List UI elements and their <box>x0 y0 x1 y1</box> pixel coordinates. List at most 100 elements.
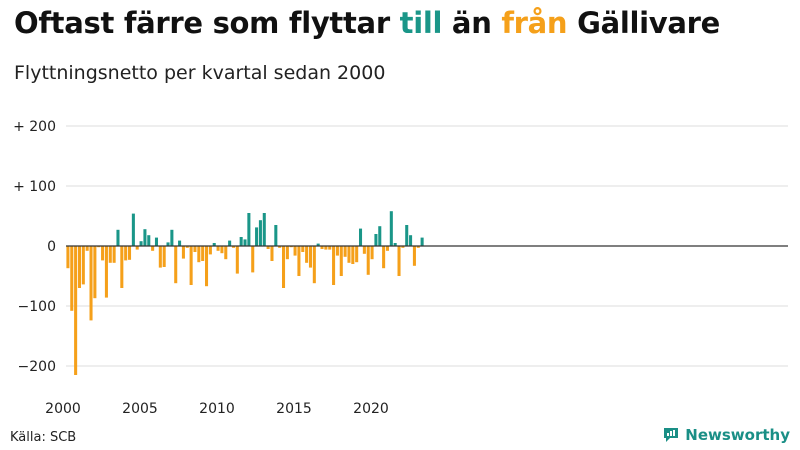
bar <box>416 246 420 248</box>
bar <box>289 246 293 248</box>
bar <box>124 246 128 261</box>
bar <box>316 243 320 246</box>
bar <box>66 246 70 269</box>
bar <box>143 229 147 246</box>
x-tick-label: 2005 <box>122 401 158 417</box>
title-text-2: än <box>442 6 502 40</box>
title-word-till: till <box>399 6 443 40</box>
bar <box>247 213 251 246</box>
bar <box>339 246 343 276</box>
bar <box>412 246 416 266</box>
bar <box>112 246 116 263</box>
bar <box>189 246 193 285</box>
bar <box>359 228 363 246</box>
bar <box>239 237 243 246</box>
bar <box>131 213 135 246</box>
bar <box>166 242 170 246</box>
bar <box>347 246 351 263</box>
bar <box>285 246 289 260</box>
bar <box>355 246 359 263</box>
bar <box>282 246 286 288</box>
bar <box>351 246 355 264</box>
bar <box>201 246 205 261</box>
bar <box>185 246 189 248</box>
bar <box>401 246 405 248</box>
y-tick-label: + 200 <box>13 119 56 135</box>
chart-title: Oftast färre som flyttar till än från Gä… <box>14 6 720 40</box>
bar <box>208 246 212 255</box>
bar <box>154 237 158 246</box>
bar <box>378 226 382 246</box>
bar <box>405 225 409 246</box>
bar <box>74 246 78 375</box>
brand-logo: Newsworthy <box>662 426 790 444</box>
brand-name: Newsworthy <box>685 426 790 444</box>
bar <box>335 246 339 256</box>
bar <box>170 229 174 246</box>
bar <box>251 246 255 273</box>
bar <box>393 243 397 246</box>
bar <box>274 225 278 246</box>
y-tick-label: −200 <box>18 359 56 375</box>
bar <box>193 246 197 252</box>
newsworthy-logo-icon <box>664 428 679 442</box>
bar <box>101 246 105 261</box>
bar <box>147 235 151 246</box>
bar <box>328 246 332 250</box>
bar <box>320 246 324 249</box>
bar <box>128 246 132 260</box>
bar <box>312 246 316 284</box>
bar <box>81 246 85 285</box>
y-tick-label: −100 <box>18 299 56 315</box>
title-text-3: Gällivare <box>567 6 721 40</box>
title-text-1: Oftast färre som flyttar <box>14 6 400 40</box>
bar <box>332 246 336 285</box>
chart-subtitle: Flyttningsnetto per kvartal sedan 2000 <box>14 62 386 84</box>
bar <box>343 246 347 257</box>
bar <box>174 246 178 284</box>
x-tick-label: 2015 <box>276 401 312 417</box>
bar <box>374 234 378 246</box>
y-tick-label: + 100 <box>13 179 56 195</box>
bar <box>135 246 139 250</box>
source-label: Källa: SCB <box>10 430 77 445</box>
bar <box>324 246 328 250</box>
bar <box>382 246 386 269</box>
bar <box>181 246 185 259</box>
bar <box>409 235 413 246</box>
bar <box>224 246 228 260</box>
bar <box>158 246 162 268</box>
bar <box>178 240 182 246</box>
bar <box>205 246 209 287</box>
bar <box>108 246 112 263</box>
x-tick-label: 2020 <box>353 401 389 417</box>
bar <box>270 246 274 261</box>
y-tick-label: 0 <box>47 239 56 255</box>
bar <box>305 246 309 263</box>
bar <box>255 227 259 246</box>
bar <box>397 246 401 276</box>
bar <box>235 246 239 274</box>
bar <box>266 246 270 249</box>
bar <box>366 246 370 275</box>
bar <box>297 246 301 276</box>
bar <box>162 246 166 267</box>
bar <box>212 243 216 246</box>
bar <box>220 246 224 254</box>
bar <box>258 220 262 246</box>
bar <box>216 246 220 251</box>
bar <box>362 246 366 254</box>
bar <box>370 246 374 260</box>
bar <box>93 246 97 299</box>
bar <box>70 246 74 311</box>
bar <box>243 239 247 246</box>
bar <box>104 246 108 298</box>
bar <box>262 213 266 246</box>
bar <box>278 246 282 248</box>
bar <box>139 241 143 246</box>
title-word-fran: från <box>501 6 568 40</box>
bar <box>420 237 424 246</box>
bar <box>228 240 232 246</box>
x-tick-label: 2010 <box>199 401 235 417</box>
